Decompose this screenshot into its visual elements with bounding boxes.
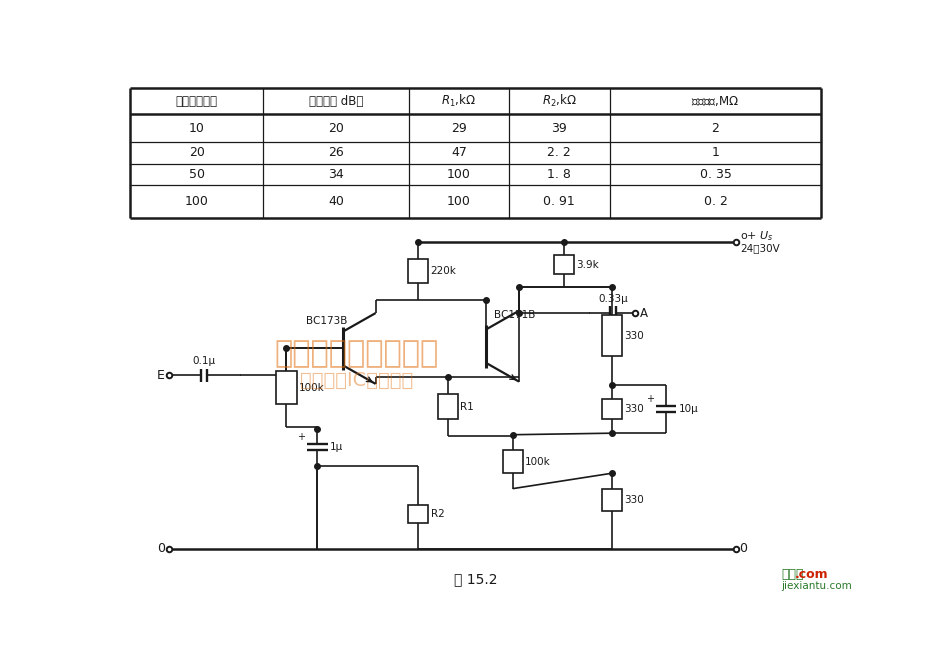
Text: 输入电阻,M$\Omega$: 输入电阻,M$\Omega$: [691, 95, 739, 108]
Text: 电压放大 dB数: 电压放大 dB数: [309, 95, 362, 108]
Bar: [408, 259, 428, 283]
Text: BC171B: BC171B: [494, 311, 535, 320]
Text: 1. 8: 1. 8: [547, 168, 571, 181]
Text: 100k: 100k: [525, 457, 551, 466]
Text: BC173B: BC173B: [306, 316, 347, 325]
Text: 0.33μ: 0.33μ: [597, 294, 627, 304]
Text: 2: 2: [711, 121, 718, 135]
Text: 47: 47: [451, 146, 466, 160]
Text: E: E: [157, 369, 165, 382]
Text: 50: 50: [188, 168, 204, 181]
Text: .com: .com: [794, 568, 828, 581]
Text: 40: 40: [328, 195, 344, 208]
Text: R2: R2: [430, 509, 444, 519]
Bar: [602, 315, 621, 356]
Text: 0: 0: [738, 542, 746, 555]
Text: 0. 35: 0. 35: [699, 168, 730, 181]
Text: 0: 0: [158, 542, 165, 555]
Text: 0.1μ: 0.1μ: [193, 356, 216, 366]
Bar: [502, 450, 522, 473]
Text: 39: 39: [551, 121, 566, 135]
Text: A: A: [640, 307, 647, 319]
Text: o+ $U_s$: o+ $U_s$: [739, 229, 773, 243]
Text: R1: R1: [460, 402, 474, 411]
Text: 2. 2: 2. 2: [547, 146, 570, 160]
Text: 20: 20: [188, 146, 204, 160]
Text: 0. 91: 0. 91: [543, 195, 575, 208]
Text: 100: 100: [447, 168, 470, 181]
Text: 100k: 100k: [298, 382, 324, 393]
Text: 26: 26: [328, 146, 344, 160]
Bar: [438, 394, 457, 419]
Text: 接线图: 接线图: [781, 568, 803, 581]
Text: 34: 34: [328, 168, 344, 181]
Text: +: +: [297, 432, 305, 442]
Text: 330: 330: [624, 404, 643, 414]
Text: 100: 100: [184, 195, 209, 208]
Text: 24～30V: 24～30V: [739, 244, 779, 254]
Text: 10μ: 10μ: [678, 404, 698, 414]
Text: 1: 1: [711, 146, 718, 160]
Text: 1μ: 1μ: [329, 442, 343, 452]
Text: $\it{R}_1$,k$\Omega$: $\it{R}_1$,k$\Omega$: [441, 93, 476, 109]
Bar: [602, 399, 621, 419]
Text: 10: 10: [188, 121, 204, 135]
Bar: [553, 255, 574, 274]
Text: 杭州缝庄电子市场网: 杭州缝庄电子市场网: [273, 340, 438, 368]
Text: 3.9k: 3.9k: [576, 260, 599, 270]
Text: 20: 20: [328, 121, 344, 135]
Bar: [276, 371, 297, 404]
Text: 图 15.2: 图 15.2: [453, 572, 497, 586]
Text: 0. 2: 0. 2: [703, 195, 727, 208]
Text: 330: 330: [624, 331, 643, 341]
Text: $\it{R}_2$,k$\Omega$: $\it{R}_2$,k$\Omega$: [541, 93, 577, 109]
Bar: [602, 489, 621, 511]
Text: jiexiantu.com: jiexiantu.com: [781, 580, 851, 590]
Text: 全球最大IC采购网站: 全球最大IC采购网站: [299, 371, 413, 391]
Text: +: +: [645, 395, 654, 405]
Text: 29: 29: [451, 121, 466, 135]
Bar: [408, 505, 428, 523]
Text: 电压放大倍数: 电压放大倍数: [175, 95, 217, 108]
Text: 100: 100: [447, 195, 470, 208]
Text: 330: 330: [624, 495, 643, 505]
Text: 220k: 220k: [430, 266, 456, 276]
